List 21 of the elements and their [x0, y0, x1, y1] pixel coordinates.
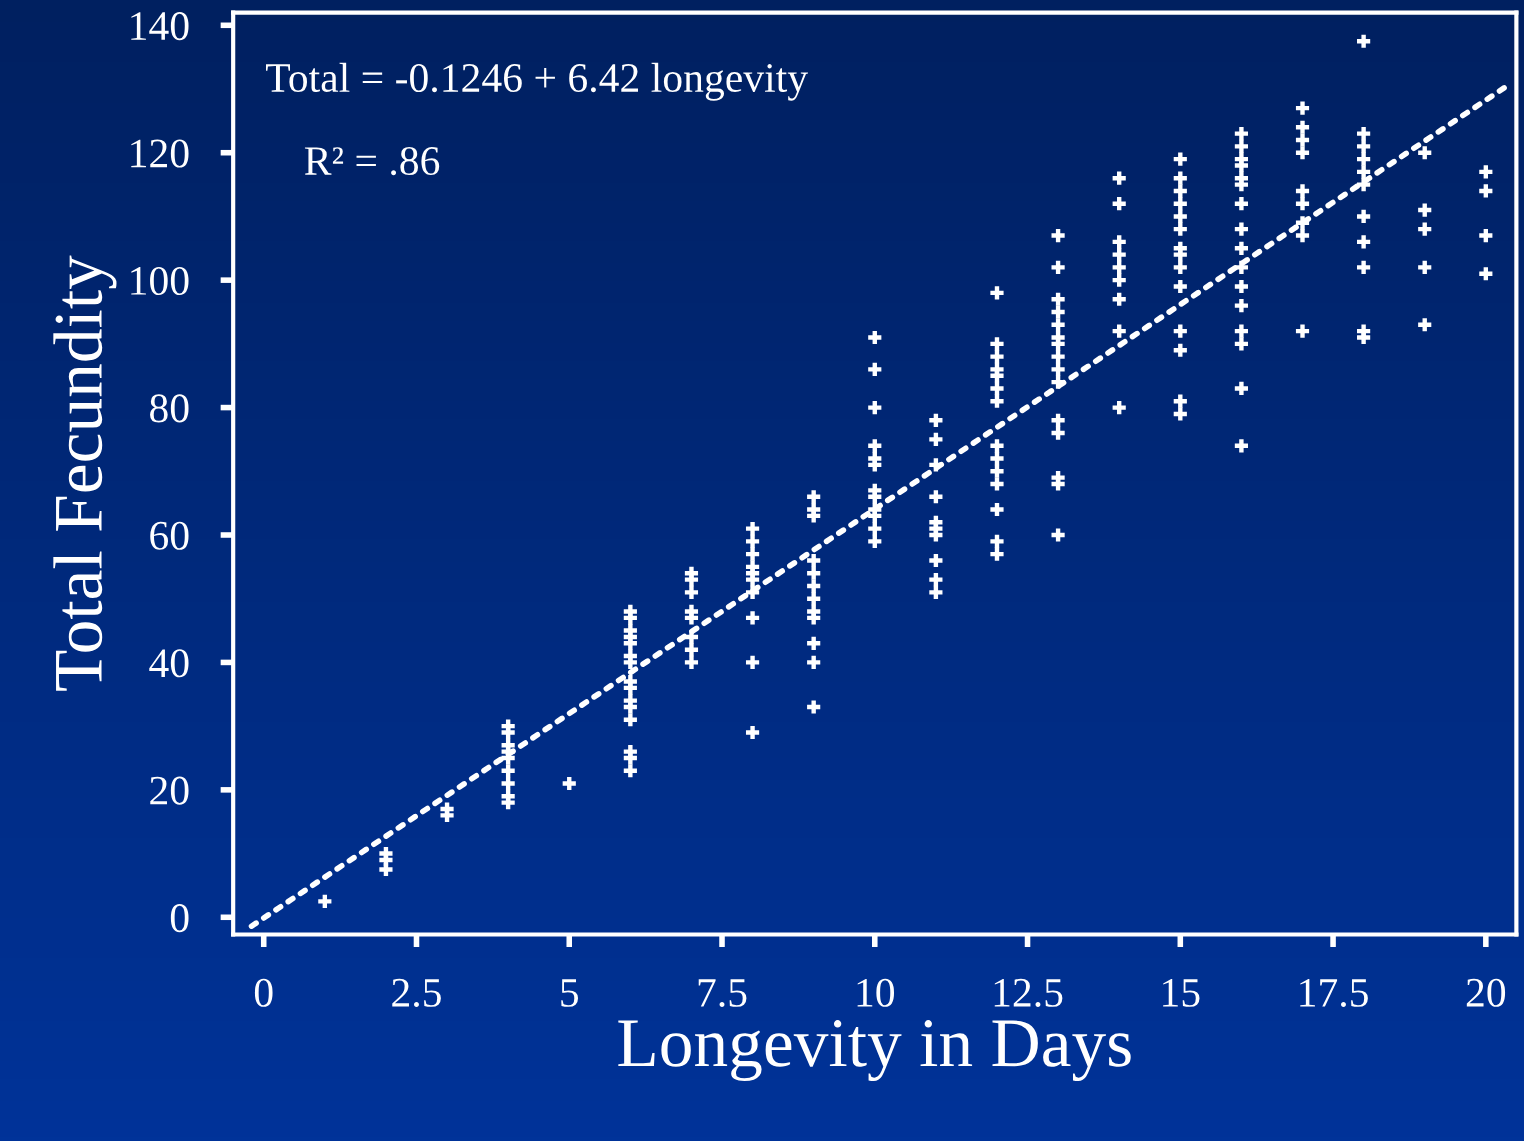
x-tick-label: 17.5 [1300, 978, 1368, 1008]
y-tick-label: 0 [170, 904, 189, 933]
x-tick-label: 15 [1163, 978, 1200, 1007]
x-tick-label: 5 [561, 979, 579, 1007]
x-axis-title: Longevity in Days [618, 1020, 1131, 1082]
x-tick-label: 0 [254, 978, 273, 1007]
x-tick-label: 12.5 [994, 978, 1063, 1008]
x-tick-label: 10 [857, 978, 895, 1007]
x-tick-label: 20 [1466, 978, 1506, 1007]
y-axis-title: Total Fecundity [53, 255, 117, 691]
y-tick-label: 20 [150, 776, 189, 805]
x-tick-label: 7.5 [698, 979, 747, 1008]
y-tick-label: 100 [131, 266, 189, 296]
y-tick-label: 40 [149, 649, 189, 678]
y-tick-label: 140 [131, 12, 189, 41]
annotation: R² = .86 [304, 146, 440, 176]
y-tick-label: 60 [150, 521, 189, 550]
y-tick-label: 120 [131, 139, 189, 168]
annotation: Total = -0.1246 + 6.42 longevity [266, 62, 808, 101]
y-tick-label: 80 [150, 394, 189, 423]
x-tick-label: 2.5 [392, 978, 441, 1008]
